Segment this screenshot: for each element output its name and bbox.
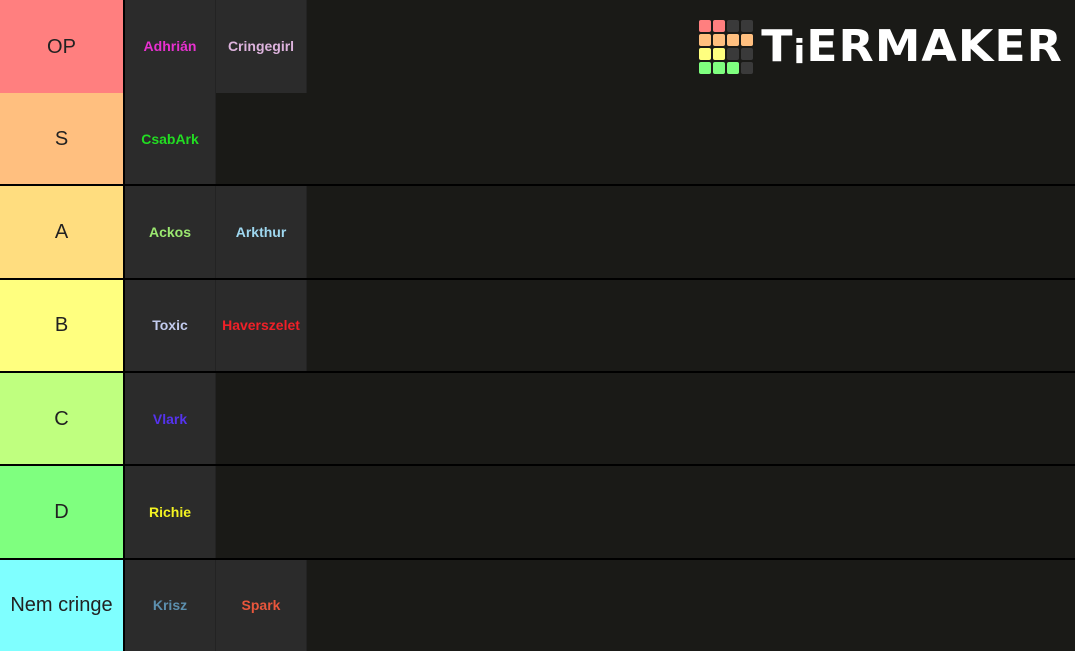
tier-label-op[interactable]: OP — [0, 0, 125, 93]
tier-label-s[interactable]: S — [0, 93, 125, 185]
tier-row-a[interactable]: A Ackos Arkthur — [0, 186, 1075, 280]
tier-row-nem-cringe[interactable]: Nem cringe Krisz Spark — [0, 559, 1075, 651]
tier-item[interactable]: Toxic — [125, 279, 216, 371]
tier-label-b[interactable]: B — [0, 279, 125, 371]
tier-items-op[interactable]: Adhrián Cringegirl — [125, 0, 1075, 93]
tier-row-c[interactable]: C Vlark — [0, 372, 1075, 467]
tier-items-b[interactable]: Toxic Haverszelet — [125, 279, 1075, 371]
tier-drop-zone[interactable] — [216, 372, 1075, 465]
tier-item[interactable]: Cringegirl — [216, 0, 307, 93]
header-row: OP Adhrián Cringegirl TiERMAKER — [0, 0, 1075, 93]
tier-item[interactable]: Adhrián — [125, 0, 216, 93]
tier-drop-zone[interactable] — [307, 186, 1075, 278]
tier-row-b[interactable]: B Toxic Haverszelet — [0, 279, 1075, 373]
tier-label-nem-cringe[interactable]: Nem cringe — [0, 559, 125, 651]
tier-drop-zone[interactable] — [216, 93, 1075, 185]
tier-drop-zone[interactable] — [307, 0, 1075, 93]
tier-items-a[interactable]: Ackos Arkthur — [125, 186, 1075, 278]
tier-row-s[interactable]: S CsabArk — [0, 93, 1075, 187]
tier-item[interactable]: CsabArk — [125, 93, 216, 185]
tier-items-s[interactable]: CsabArk — [125, 93, 1075, 185]
tier-item[interactable]: Ackos — [125, 186, 216, 278]
tier-items-d[interactable]: Richie — [125, 466, 1075, 558]
tier-items-c[interactable]: Vlark — [125, 372, 1075, 465]
tier-drop-zone[interactable] — [307, 279, 1075, 371]
tier-drop-zone[interactable] — [216, 466, 1075, 558]
tier-item[interactable]: Richie — [125, 466, 216, 558]
tier-label-a[interactable]: A — [0, 186, 125, 278]
tier-item[interactable]: Spark — [216, 559, 307, 651]
tier-row-op[interactable]: OP Adhrián Cringegirl — [0, 0, 1075, 93]
tier-label-c[interactable]: C — [0, 372, 125, 465]
tier-item[interactable]: Vlark — [125, 372, 216, 465]
tier-items-nem-cringe[interactable]: Krisz Spark — [125, 559, 1075, 651]
tier-row-d[interactable]: D Richie — [0, 466, 1075, 560]
tier-item[interactable]: Arkthur — [216, 186, 307, 278]
tier-item[interactable]: Krisz — [125, 559, 216, 651]
tier-label-d[interactable]: D — [0, 466, 125, 558]
tier-item[interactable]: Haverszelet — [216, 279, 307, 371]
tier-rows-container: S CsabArk A Ackos Arkthur B Toxic Haverszelet C V… — [0, 93, 1075, 651]
tier-drop-zone[interactable] — [307, 559, 1075, 651]
